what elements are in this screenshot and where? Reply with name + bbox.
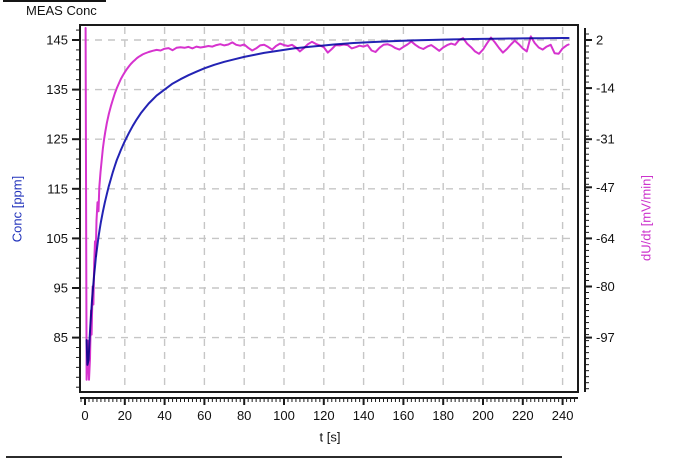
gridlines [82,27,576,390]
left-axis-label: Conc [ppm] [9,175,25,243]
left-axis-tick-label: 125 [46,132,68,147]
left-axis-tick-label: 135 [46,82,68,97]
right-axis-tick-label: 2 [596,33,603,48]
tick-labels: 85 95 105 115 125 135 145 2 -14 -31 -47 -64 -80 -97 0 2… [46,33,615,424]
left-axis-tick-label: 145 [46,33,68,48]
bottom-separator-line [6,456,562,458]
right-axis-tick-label: -14 [596,81,615,96]
x-axis-tick-label: 0 [81,408,88,423]
right-axis-tick-label: -47 [596,180,615,195]
curves [84,27,570,381]
left-axis-tick-label: 95 [54,281,68,296]
right-axis-tick-label: -64 [596,231,615,246]
conc-curve [85,37,570,366]
right-axis-tick-label: -80 [596,279,615,294]
right-axis-label: dU/dt [mV/min] [638,175,654,261]
left-axis-tick-label: 105 [46,231,68,246]
right-axis-tick-label: -31 [596,132,615,147]
dudt-curve [84,27,570,381]
x-axis-tick-label: 20 [118,408,132,423]
x-axis-tick-label: 40 [157,408,171,423]
x-axis-tick-label: 240 [552,408,574,423]
right-axis-tick-label: -97 [596,330,615,345]
x-axis-tick-label: 100 [273,408,295,423]
x-axis-tick-label: 180 [432,408,454,423]
x-axis-tick-label: 120 [313,408,335,423]
x-axis-tick-label: 160 [393,408,415,423]
x-axis-label: t [s] [319,429,341,445]
chart-title: MEAS Conc [26,3,97,18]
x-axis-tick-label: 60 [197,408,211,423]
top-separator-line [3,0,106,2]
left-axis-tick-label: 85 [54,330,68,345]
x-axis-tick-label: 80 [237,408,251,423]
left-axis-tick-label: 115 [47,181,68,196]
axis-rulers [72,28,592,405]
x-axis-tick-label: 200 [472,408,494,423]
x-axis-tick-label: 220 [512,408,534,423]
x-axis-tick-label: 140 [353,408,375,423]
